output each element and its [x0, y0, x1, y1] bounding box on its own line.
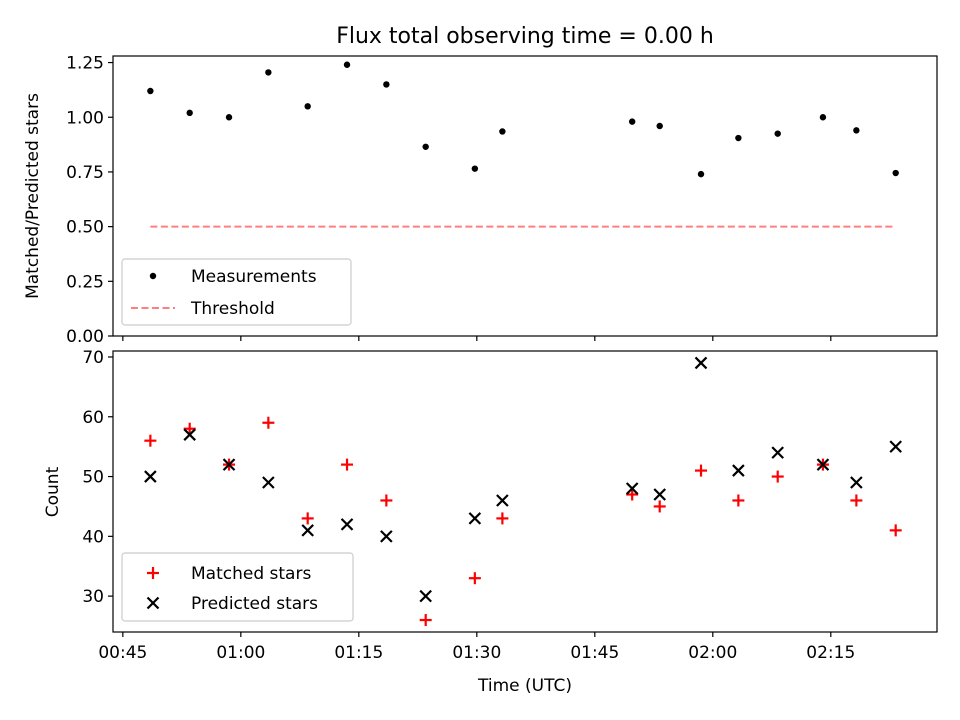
matched-star-point [380, 494, 393, 507]
legend-measurements-marker [149, 272, 157, 280]
predicted-star-point [816, 458, 830, 471]
measurement-point [892, 169, 899, 177]
predicted-star-point [694, 356, 708, 370]
top-legend: Measurements Threshold [121, 258, 352, 326]
predicted-star-point [262, 476, 275, 489]
top-legend-box [121, 258, 352, 326]
y-tick-label: 0.25 [66, 272, 104, 292]
bottom-y-axis-label: Count [43, 466, 63, 517]
measurement-point [853, 127, 860, 134]
matched-star-point [771, 470, 784, 483]
legend-threshold-label: Threshold [190, 299, 275, 319]
x-tick-label: 01:45 [570, 643, 619, 663]
bottom-legend-box [121, 552, 354, 622]
measurement-point [628, 118, 636, 125]
x-tick-label: 02:15 [806, 643, 855, 663]
legend-predicted-marker [146, 596, 160, 610]
predicted-star-point [889, 440, 902, 453]
y-tick-label: 70 [82, 348, 104, 368]
y-tick-label: 50 [82, 468, 104, 488]
legend-measurements-label: Measurements [191, 267, 317, 287]
matched-star-point [695, 464, 708, 477]
measurement-point [697, 170, 705, 178]
predicted-star-point [380, 530, 393, 543]
legend-predicted-label: Predicted stars [191, 594, 318, 614]
measurement-point [265, 69, 272, 76]
y-tick-label: 30 [82, 587, 104, 607]
x-tick-label: 02:00 [688, 643, 737, 663]
top-panel: 0.00 0.25 0.50 0.75 1.00 1.25 Matched/Predict… [23, 54, 938, 347]
matched-star-point [496, 512, 509, 525]
x-tick-label: 01:30 [452, 643, 501, 663]
top-x-axis [122, 336, 832, 341]
matched-star-point [889, 524, 902, 537]
measurement-point [304, 103, 311, 110]
matched-star-point [468, 572, 481, 585]
bottom-panel: 30 40 50 60 70 00:45 01:00 01:15 01:30 01:45 02:0… [43, 348, 938, 696]
measurement-point [471, 165, 479, 172]
y-tick-label: 1.25 [66, 54, 104, 74]
matched-star-point [419, 614, 432, 627]
predicted-star-point [496, 494, 509, 507]
matched-star-point [301, 512, 314, 525]
bottom-axes-frame [112, 350, 938, 633]
matched-star-point [653, 500, 666, 513]
measurement-point [735, 134, 742, 142]
measurement-point [225, 114, 233, 121]
predicted-star-point [301, 524, 314, 537]
predicted-star-point [419, 589, 432, 603]
predicted-star-point [653, 488, 666, 501]
y-tick-label: 0.50 [66, 218, 104, 238]
y-tick-label: 1.00 [66, 108, 104, 128]
bottom-x-axis: 00:45 01:00 01:15 01:30 01:45 02:00 02:15 [98, 632, 855, 663]
predicted-star-point [732, 464, 745, 477]
x-tick-label: 01:00 [216, 643, 265, 663]
matched-star-point [262, 416, 275, 429]
top-y-axis-label: Matched/Predicted stars [23, 93, 43, 299]
top-plot-area [147, 61, 899, 228]
y-tick-label: 0.75 [66, 163, 104, 183]
measurement-point [774, 130, 781, 137]
matched-star-point [626, 488, 639, 501]
measurement-point [656, 122, 663, 130]
measurement-point [383, 81, 390, 88]
predicted-star-point [625, 482, 639, 495]
predicted-star-point [183, 428, 196, 441]
predicted-star-point [222, 458, 236, 471]
predicted-star-point [468, 512, 482, 525]
predicted-star-point [340, 518, 354, 531]
measurement-point [819, 114, 827, 121]
measurement-point [186, 109, 193, 117]
legend-matched-marker [147, 567, 159, 579]
matched-star-point [183, 422, 196, 435]
matched-star-point [341, 458, 354, 471]
bottom-y-axis: 30 40 50 60 70 [82, 348, 113, 607]
x-tick-label: 01:15 [334, 643, 383, 663]
measurement-point [422, 143, 429, 150]
y-tick-label: 60 [82, 408, 104, 428]
matched-star-point [144, 434, 157, 447]
y-tick-label: 40 [82, 527, 104, 547]
bottom-plot-area [144, 356, 902, 627]
x-tick-label: 00:45 [98, 643, 147, 663]
matched-star-point [732, 494, 745, 507]
matched-star-point [850, 494, 863, 507]
legend-matched-label: Matched stars [191, 564, 311, 584]
bottom-legend: Matched stars Predicted stars [121, 552, 354, 622]
measurement-point [499, 128, 506, 135]
predicted-star-point [850, 476, 863, 489]
chart-title: Flux total observing time = 0.00 h [336, 24, 714, 49]
predicted-star-point [144, 470, 157, 483]
measurement-point [343, 61, 351, 68]
predicted-star-point [771, 446, 784, 459]
top-axes-frame [112, 55, 938, 337]
x-axis-label: Time (UTC) [477, 676, 572, 696]
y-tick-label: 0.00 [66, 327, 104, 347]
measurement-point [147, 87, 154, 95]
top-y-axis: 0.00 0.25 0.50 0.75 1.00 1.25 [66, 54, 113, 347]
